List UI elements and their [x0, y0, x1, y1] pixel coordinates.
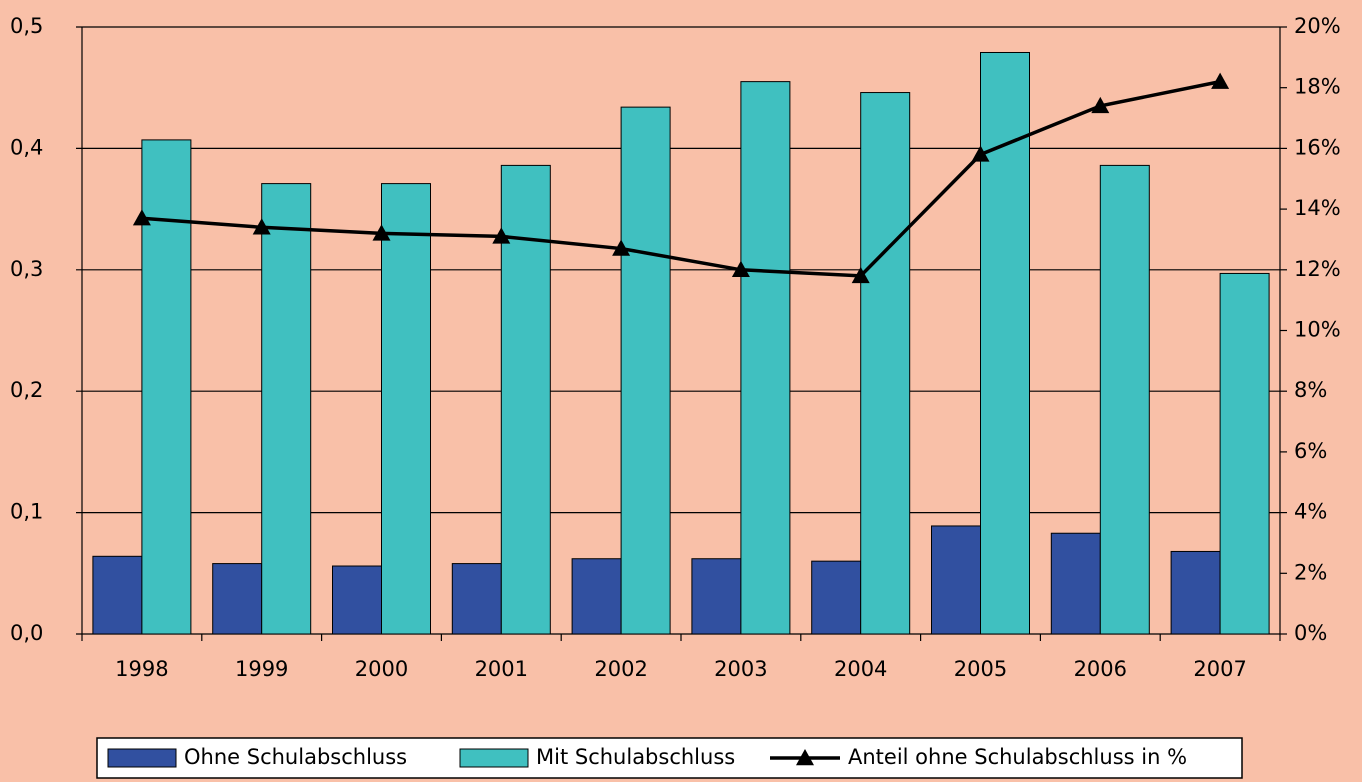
bar: [92, 555, 143, 635]
legend-swatch: [107, 748, 177, 768]
y2-tick-label: 14%: [1294, 196, 1341, 220]
y2-tick-label: 2%: [1294, 560, 1327, 584]
y-tick-label: 0,4: [10, 135, 43, 159]
x-tick-label: 2003: [714, 657, 767, 681]
marker: [492, 227, 511, 244]
legend-box: [96, 737, 1243, 779]
y2-tick-label: 10%: [1294, 318, 1341, 342]
bar: [212, 563, 263, 635]
bar: [691, 558, 742, 635]
marker: [372, 224, 391, 241]
bar: [141, 139, 192, 635]
x-tick-label: 2007: [1193, 657, 1246, 681]
y2-tick-label: 6%: [1294, 439, 1327, 463]
marker: [1211, 72, 1230, 89]
marker: [731, 260, 750, 277]
bar: [931, 525, 981, 635]
x-tick-label: 2006: [1074, 657, 1127, 681]
marker: [252, 218, 271, 235]
bar: [811, 560, 862, 635]
x-tick-label: 2005: [954, 657, 1007, 681]
bar: [860, 92, 911, 635]
marker: [851, 266, 870, 284]
x-tick-label: 2001: [475, 657, 528, 681]
marker: [1091, 96, 1110, 114]
y-tick-label: 0,2: [10, 378, 43, 402]
legend-label: Ohne Schulabschluss: [184, 745, 407, 769]
bar: [1099, 164, 1150, 635]
y2-tick-label: 20%: [1294, 14, 1341, 38]
x-tick-label: 1998: [115, 657, 168, 681]
x-tick-label: 2002: [594, 657, 647, 681]
x-tick-label: 1999: [235, 657, 288, 681]
y2-tick-label: 8%: [1294, 378, 1327, 402]
y2-tick-label: 0%: [1294, 621, 1327, 645]
bar: [980, 51, 1030, 635]
y2-tick-label: 4%: [1294, 500, 1327, 524]
legend-label: Anteil ohne Schulabschluss in %: [848, 745, 1187, 769]
y-tick-label: 0,1: [10, 500, 43, 524]
line: [141, 79, 1221, 278]
marker: [971, 145, 990, 162]
legend-swatch: [459, 748, 529, 768]
bar: [1219, 272, 1270, 635]
marker: [132, 209, 151, 226]
y2-tick-label: 18%: [1294, 75, 1341, 99]
bar: [1050, 532, 1101, 635]
x-tick-label: 2000: [355, 657, 408, 681]
y-tick-label: 0,0: [10, 621, 43, 645]
y2-tick-label: 12%: [1294, 257, 1341, 281]
legend-label: Mit Schulabschluss: [536, 745, 735, 769]
bar: [620, 106, 671, 635]
y-tick-label: 0,5: [10, 14, 43, 38]
y2-tick-label: 16%: [1294, 135, 1341, 159]
bar: [740, 81, 791, 635]
x-tick-label: 2004: [834, 657, 887, 681]
marker: [612, 239, 631, 256]
bar: [381, 183, 431, 635]
bar: [451, 563, 502, 635]
bar: [332, 565, 382, 635]
bar: [571, 558, 622, 635]
legend-marker: [796, 749, 814, 766]
y-tick-label: 0,3: [10, 257, 43, 281]
bar: [1170, 550, 1221, 635]
bar: [261, 183, 312, 635]
